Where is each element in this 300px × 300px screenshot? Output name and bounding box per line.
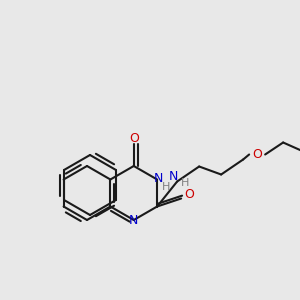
Text: N: N [169,170,178,183]
Text: O: O [184,188,194,201]
Text: H: H [181,178,190,188]
Text: O: O [129,131,139,145]
Text: N: N [154,172,163,185]
Text: N: N [129,214,139,226]
Text: H: H [162,182,170,193]
Text: O: O [252,148,262,161]
